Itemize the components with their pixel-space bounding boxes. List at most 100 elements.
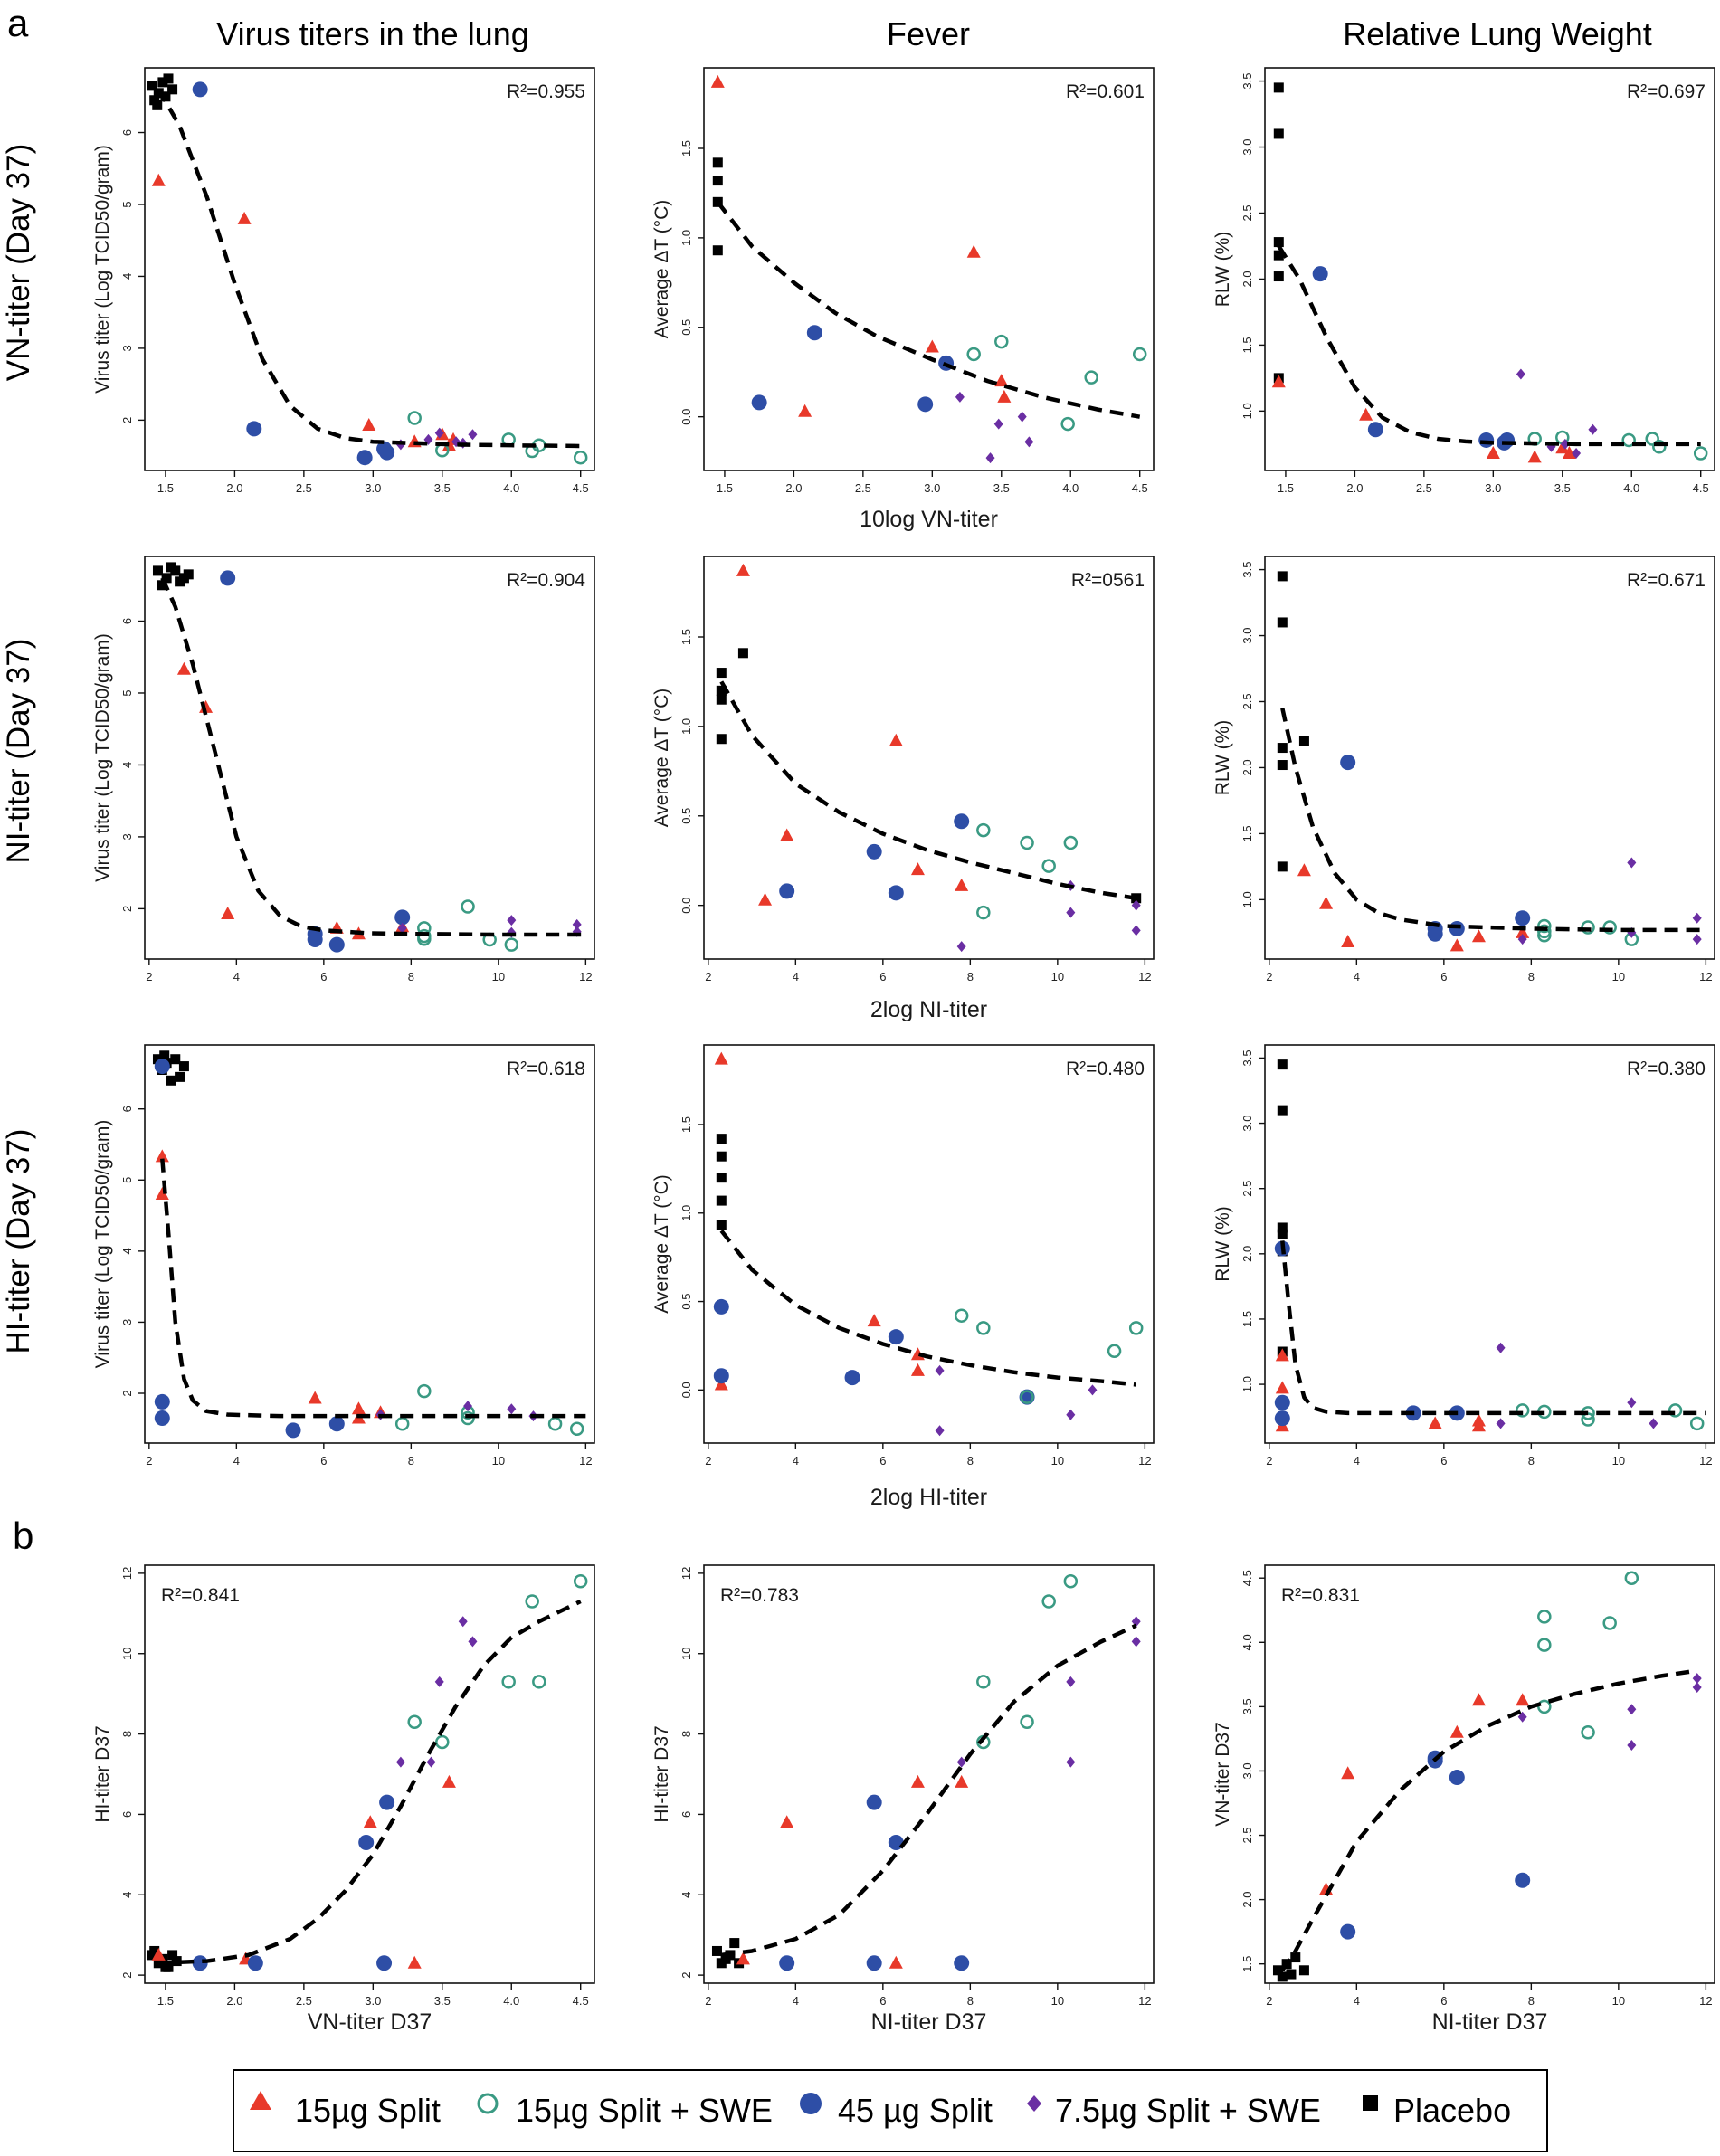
x-tick-label: 6: [1440, 1994, 1447, 2008]
legend-label: 45 µg Split: [838, 2092, 993, 2129]
y-tick-label: 3.0: [1240, 1116, 1254, 1132]
x-tick-label: 6: [1440, 970, 1447, 983]
data-point-15ug-split: [889, 733, 903, 746]
data-point-placebo: [1277, 743, 1288, 754]
y-tick-label: 5: [120, 201, 134, 207]
plot-frame: [144, 1564, 595, 1984]
data-point-15ug-split-swe: [525, 1594, 539, 1609]
fit-curve: [157, 88, 581, 449]
data-point-45ug-split: [379, 1794, 395, 1810]
data-point-45ug-split: [1427, 926, 1443, 942]
data-point-placebo: [716, 1220, 727, 1230]
data-point-45ug-split: [1367, 422, 1383, 438]
x-tick-label: 8: [1528, 1454, 1535, 1467]
data-point-placebo: [1277, 1971, 1288, 1982]
x-tick-label: 12: [579, 1454, 592, 1467]
data-point-placebo: [175, 1071, 185, 1082]
square-icon: [1363, 2095, 1378, 2111]
x-tick-label: 4.0: [503, 481, 519, 495]
data-point-15ug-split: [955, 1774, 969, 1788]
data-point-15ug-split-swe: [1624, 1571, 1639, 1585]
y-tick-label: 1.0: [1240, 1376, 1254, 1392]
y-axis-label: RLW (%): [1212, 232, 1233, 308]
data-point-placebo: [160, 91, 171, 102]
x-tick-label: 6: [879, 1454, 886, 1467]
data-point-45ug-split: [247, 1955, 263, 1971]
data-point-15ug-split: [1516, 1693, 1530, 1706]
data-point-placebo: [1298, 1965, 1309, 1976]
data-point-placebo: [1298, 736, 1309, 746]
data-point-15ug-split: [1471, 1419, 1486, 1432]
data-point-placebo: [1277, 861, 1288, 872]
y-tick-label: 3.5: [1240, 73, 1254, 90]
y-tick-label: 2: [120, 1390, 134, 1396]
column-title-fever: Fever: [887, 15, 970, 52]
data-point-7-5ug-split-swe: [956, 941, 966, 953]
data-point-15ug-split-swe: [1063, 835, 1079, 850]
data-point-45ug-split: [1449, 920, 1465, 936]
data-point-placebo: [716, 685, 727, 696]
data-point-45ug-split: [888, 885, 904, 901]
data-point-7-5ug-split-swe: [1692, 1673, 1702, 1685]
x-tick-label: 1.5: [1278, 481, 1294, 495]
x-tick-label: 2.5: [296, 481, 312, 495]
legend-item-placebo: Placebo: [1363, 2092, 1511, 2129]
data-point-45ug-split: [917, 396, 934, 413]
x-tick-label: 2.0: [1346, 481, 1363, 495]
data-point-7-5ug-split-swe: [1517, 1711, 1527, 1723]
x-tick-label: 10: [1051, 1454, 1064, 1467]
y-tick-label: 1.0: [1240, 403, 1254, 419]
x-tick-label: 10: [1612, 970, 1625, 983]
y-tick-label: 0.0: [679, 1382, 693, 1398]
panel-b1-hi-vs-vn: 1.5 2.0 2.5 3.0 3.5 4.0 4.5 2 4 6 8 10 12 HI-titer D3…: [92, 1564, 595, 2035]
x-tick-label: 10: [1612, 1454, 1625, 1467]
y-tick-label: 1.0: [1240, 891, 1254, 907]
data-point-45ug-split: [1340, 1923, 1356, 1940]
y-tick-label: 1.5: [679, 629, 693, 645]
data-point-15ug-split: [151, 1947, 166, 1961]
x-tick-label: 2.0: [785, 481, 802, 495]
r-squared-label: R²=0.783: [720, 1585, 799, 1606]
y-tick-label: 0.5: [679, 1294, 693, 1310]
data-point-15ug-split-swe: [1020, 1390, 1034, 1404]
data-point-15ug-split: [798, 404, 812, 417]
x-tick-label: 10: [1612, 1994, 1625, 2008]
r-squared-label: R²=0561: [1071, 570, 1145, 591]
data-point-7-5ug-split-swe: [1516, 368, 1525, 380]
data-point-placebo: [167, 1950, 178, 1961]
data-point-45ug-split: [328, 936, 345, 953]
data-point-15ug-split: [442, 1774, 456, 1788]
x-tick-label: 8: [967, 1994, 974, 2008]
data-point-15ug-split-swe: [532, 1675, 546, 1689]
y-axis-label: Virus titer (Log TCID50/gram): [92, 1120, 113, 1369]
y-tick-label: 2.0: [1240, 1246, 1254, 1262]
panel-a5-fever-vs-ni: 2 4 6 8 10 12 0.0 0.5 1.0 1.5 Average ΔT (°C) 2log …: [651, 556, 1155, 1022]
data-point-15ug-split-swe: [417, 1383, 432, 1399]
data-point-placebo: [716, 668, 727, 679]
data-point-45ug-split: [376, 1955, 393, 1971]
data-point-15ug-split-swe: [504, 937, 519, 952]
y-tick-label: 2.5: [1240, 1827, 1254, 1843]
x-tick-label: 2: [705, 970, 711, 983]
x-tick-label: 1.5: [157, 1994, 174, 2008]
data-point-15ug-split: [736, 1952, 750, 1965]
x-tick-label: 12: [1699, 1994, 1712, 2008]
data-point-placebo: [152, 565, 163, 576]
y-tick-label: 4.5: [1240, 1570, 1254, 1586]
data-point-15ug-split-swe: [1515, 1403, 1530, 1418]
data-point-7-5ug-split-swe: [1560, 438, 1570, 450]
data-point-15ug-split: [714, 1051, 728, 1065]
x-tick-label: 2: [705, 1454, 711, 1467]
row-title-vn: VN-titer (Day 37): [1, 144, 36, 382]
legend: 15µg Split 15µg Split + SWE 45 µg Split …: [233, 2069, 1548, 2152]
y-tick-label: 6: [679, 1811, 693, 1818]
data-point-7-5ug-split-swe: [1088, 1384, 1098, 1396]
y-tick-label: 2.0: [1240, 271, 1254, 287]
y-tick-label: 3.0: [1240, 628, 1254, 644]
r-squared-label: R²=0.601: [1066, 81, 1145, 102]
plot-frame: [1264, 556, 1715, 960]
y-tick-label: 3.5: [1240, 1698, 1254, 1714]
legend-label: 15µg Split + SWE: [516, 2092, 773, 2129]
data-point-15ug-split-swe: [1041, 1594, 1056, 1609]
y-tick-label: 1.5: [1240, 1311, 1254, 1327]
